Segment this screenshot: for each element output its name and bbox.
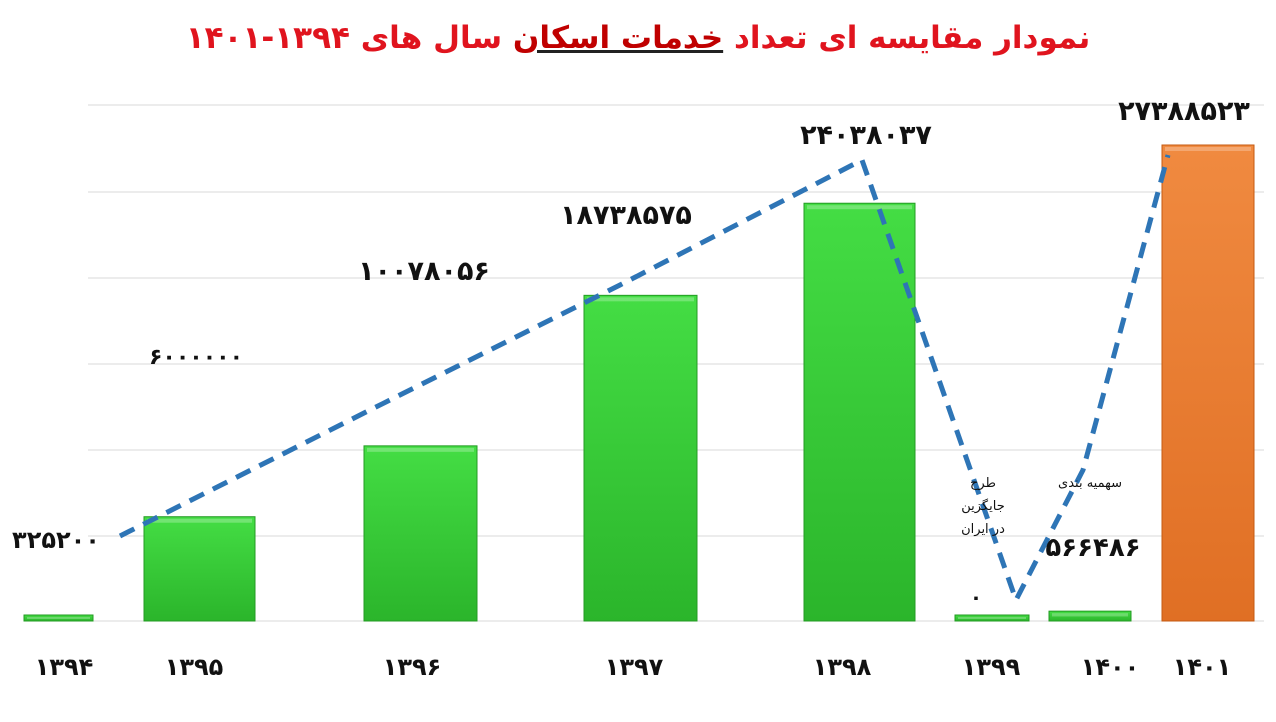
chart-title-highlight: خدمات اسکان bbox=[512, 20, 724, 56]
bar-bevel bbox=[1052, 613, 1128, 617]
bar-bevel bbox=[367, 447, 474, 452]
bars bbox=[23, 144, 1255, 622]
annotation-6-line-0: سهمیه بندی bbox=[1058, 476, 1122, 491]
annotation-5-line-2: در ایران bbox=[961, 522, 1005, 537]
x-tick-6: ۱۴۰۰ bbox=[1081, 653, 1140, 681]
chart-title-before: نمودار مقایسه ای تعداد bbox=[723, 20, 1091, 56]
value-label-6: ۵۶۶۴۸۶ bbox=[1045, 533, 1140, 563]
value-label-4: ۲۴۰۳۸۰۳۷ bbox=[800, 120, 932, 151]
annotation-5-line-0: طرح bbox=[970, 476, 996, 491]
chart-title: نمودار مقایسه ای تعداد خدمات اسکان سال ه… bbox=[0, 20, 1276, 56]
trend-polyline bbox=[118, 154, 1171, 607]
value-label-5: ۰ bbox=[970, 585, 982, 609]
bar-3 bbox=[583, 294, 698, 622]
data-labels: ۳۲۵۲۰۰ ۶۰۰۰۰۰۰ ۱۰۰۷۸۰۵۶ ۱۸۷۳۸۵۷۵ ۲۴۰۳۸۰۳۷ ۰ ۵۶… bbox=[12, 96, 1250, 609]
bar-bevel bbox=[587, 297, 694, 302]
bar-5 bbox=[954, 614, 1030, 622]
value-label-1: ۶۰۰۰۰۰۰ bbox=[149, 345, 243, 370]
x-tick-2: ۱۳۹۶ bbox=[383, 653, 442, 681]
chart-title-after: سال های ۱۳۹۴-۱۴۰۱ bbox=[185, 20, 513, 56]
x-tick-5: ۱۳۹۹ bbox=[962, 653, 1021, 681]
trend-line bbox=[118, 154, 1171, 607]
x-tick-7: ۱۴۰۱ bbox=[1173, 653, 1232, 681]
x-tick-0: ۱۳۹۴ bbox=[35, 653, 94, 681]
bar-bevel bbox=[147, 518, 252, 523]
value-label-0: ۳۲۵۲۰۰ bbox=[12, 526, 100, 554]
bar-4 bbox=[803, 202, 916, 622]
x-tick-labels: ۱۳۹۴ ۱۳۹۵ ۱۳۹۶ ۱۳۹۷ ۱۳۹۸ ۱۳۹۹ ۱۴۰۰ ۱۴۰۱ bbox=[35, 653, 1232, 681]
annotations: طرح جایگزین در ایران سهمیه بندی bbox=[961, 476, 1122, 537]
bar-0 bbox=[23, 614, 94, 622]
bar-2 bbox=[363, 445, 478, 622]
x-tick-4: ۱۳۹۸ bbox=[813, 653, 872, 681]
bar-6 bbox=[1048, 610, 1132, 622]
bar-bevel bbox=[958, 617, 1026, 619]
bar-7 bbox=[1161, 144, 1255, 622]
value-label-3: ۱۸۷۳۸۵۷۵ bbox=[560, 200, 692, 231]
annotation-5-line-1: جایگزین bbox=[961, 498, 1004, 514]
bar-bevel bbox=[27, 617, 90, 619]
bar-1 bbox=[143, 516, 256, 622]
x-tick-3: ۱۳۹۷ bbox=[605, 653, 664, 681]
bar-bevel bbox=[1165, 147, 1251, 151]
value-label-2: ۱۰۰۷۸۰۵۶ bbox=[358, 256, 490, 287]
x-tick-1: ۱۳۹۵ bbox=[165, 653, 224, 681]
bar-bevel bbox=[807, 205, 912, 210]
value-label-7: ۲۷۳۸۸۵۲۳ bbox=[1118, 96, 1250, 127]
